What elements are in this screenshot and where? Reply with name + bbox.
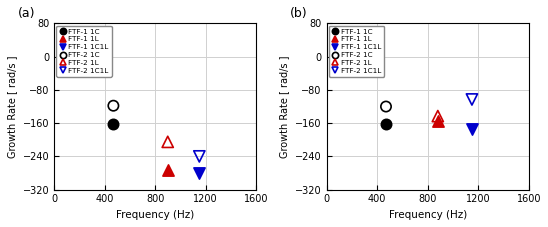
Text: (b): (b) — [290, 7, 308, 20]
Text: (a): (a) — [18, 7, 35, 20]
Point — [163, 140, 172, 144]
Point — [433, 114, 442, 118]
Point — [433, 119, 442, 123]
X-axis label: Frequency (Hz): Frequency (Hz) — [389, 210, 467, 220]
Y-axis label: Growth Rate [ rad/s ]: Growth Rate [ rad/s ] — [279, 55, 289, 158]
Point — [467, 128, 476, 131]
Legend: FTF-1 1C, FTF-1 1L, FTF-1 1C1L, FTF-2 1C, FTF-2 1L, FTF-2 1C1L: FTF-1 1C, FTF-1 1L, FTF-1 1C1L, FTF-2 1C… — [329, 26, 384, 77]
Legend: FTF-1 1C, FTF-1 1L, FTF-1 1C1L, FTF-2 1C, FTF-2 1L, FTF-2 1C1L: FTF-1 1C, FTF-1 1L, FTF-1 1C1L, FTF-2 1C… — [56, 26, 112, 77]
Point — [195, 155, 204, 158]
Point — [109, 104, 118, 108]
Point — [467, 98, 476, 101]
Y-axis label: Growth Rate [ rad/s ]: Growth Rate [ rad/s ] — [7, 55, 17, 158]
Point — [381, 123, 390, 126]
X-axis label: Frequency (Hz): Frequency (Hz) — [116, 210, 194, 220]
Point — [163, 168, 172, 172]
Point — [109, 123, 118, 126]
Point — [195, 171, 204, 175]
Point — [381, 105, 390, 108]
